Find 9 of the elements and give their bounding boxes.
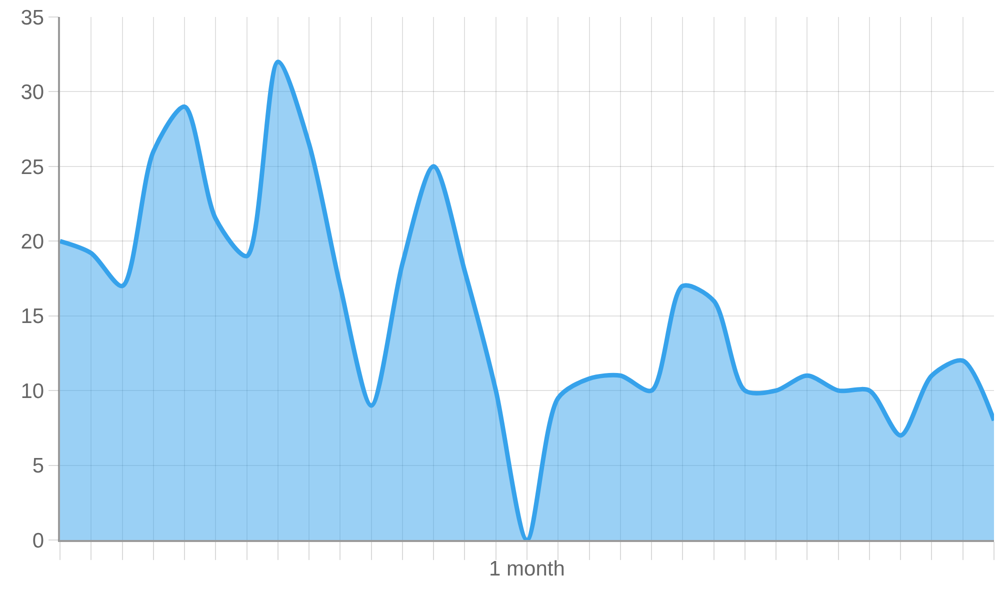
y-tick-label: 0 (32, 529, 44, 552)
y-tick-label: 25 (20, 156, 44, 179)
y-tick-label: 5 (32, 454, 44, 478)
y-tick-label: 15 (20, 305, 44, 328)
y-tick-label: 20 (20, 230, 44, 254)
y-tick-label: 30 (20, 81, 44, 104)
y-tick-label: 10 (20, 380, 44, 403)
y-tick-label: 35 (20, 6, 44, 30)
x-axis-title: 1 month (489, 557, 565, 580)
